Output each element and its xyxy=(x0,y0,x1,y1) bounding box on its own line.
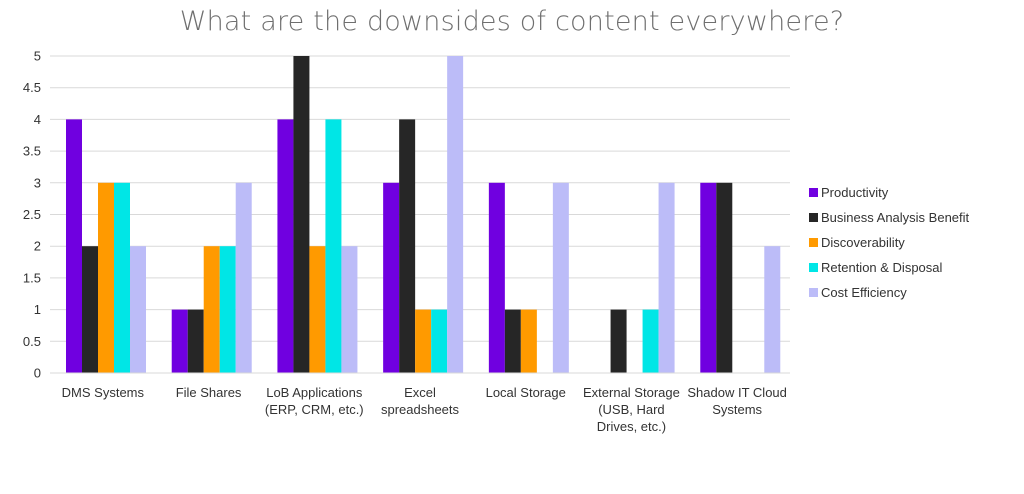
legend-swatch xyxy=(809,238,818,247)
y-tick-label: 2.5 xyxy=(23,207,41,222)
bar xyxy=(325,119,342,374)
legend-swatch xyxy=(809,188,818,197)
bar xyxy=(552,182,569,373)
bar xyxy=(219,246,236,373)
legend-item: Business Analysis Benefit xyxy=(809,210,970,225)
bar xyxy=(309,246,326,373)
bar xyxy=(658,182,675,373)
bars xyxy=(66,56,781,374)
bar xyxy=(341,246,358,373)
series-3 xyxy=(114,119,659,374)
chart-title: What are the downsides of content everyw… xyxy=(179,6,845,37)
y-tick-label: 1 xyxy=(34,302,41,317)
y-tick-label: 2 xyxy=(34,239,41,254)
bar xyxy=(383,182,400,373)
bar xyxy=(764,246,781,373)
legend-label: Discoverability xyxy=(821,235,905,250)
series-4 xyxy=(130,56,781,373)
legend-item: Productivity xyxy=(809,185,889,200)
series-2 xyxy=(98,182,537,373)
bar xyxy=(716,182,733,373)
series-1 xyxy=(82,56,733,374)
legend-swatch xyxy=(809,263,818,272)
bar xyxy=(447,56,464,373)
bar xyxy=(235,182,252,373)
bar xyxy=(130,246,146,373)
y-tick-label: 0.5 xyxy=(23,334,41,349)
bar xyxy=(66,119,82,374)
y-tick-label: 3 xyxy=(34,175,41,190)
bar xyxy=(98,182,114,373)
legend: Productivity Business Analysis Benefit Dis… xyxy=(809,185,970,300)
series-0 xyxy=(66,119,717,374)
bar xyxy=(399,119,416,374)
x-axis: DMS Systems File Shares LoB Applications (E… xyxy=(62,385,787,434)
x-tick-label: LoB Applications (ERP, CRM, etc.) xyxy=(265,385,364,417)
x-tick-label: DMS Systems xyxy=(62,385,145,400)
legend-label: Productivity xyxy=(821,185,889,200)
y-tick-label: 4 xyxy=(34,112,41,127)
x-tick-label: External Storage (USB, Hard Drives, etc.) xyxy=(583,385,680,434)
legend-swatch xyxy=(809,213,818,222)
bar xyxy=(187,309,204,373)
x-tick-label: Excel spreadsheets xyxy=(381,385,460,417)
bar xyxy=(504,309,521,373)
bar xyxy=(488,182,505,373)
bar xyxy=(431,309,448,373)
bar xyxy=(520,309,537,373)
bar xyxy=(293,56,310,373)
legend-item: Discoverability xyxy=(809,235,905,250)
bar xyxy=(82,246,98,373)
y-axis: 0 0.5 1 1.5 2 2.5 3 3.5 4 4.5 5 xyxy=(23,49,41,381)
bar xyxy=(277,119,294,374)
y-tick-label: 3.5 xyxy=(23,144,41,159)
bar xyxy=(610,309,627,373)
bar xyxy=(642,309,659,373)
y-tick-label: 1.5 xyxy=(23,270,41,285)
x-tick-label: File Shares xyxy=(176,385,242,400)
y-tick-label: 0 xyxy=(34,366,41,381)
legend-label: Retention & Disposal xyxy=(821,260,943,275)
bar xyxy=(114,182,130,373)
legend-label: Business Analysis Benefit xyxy=(821,210,970,225)
y-tick-label: 4.5 xyxy=(23,80,41,95)
legend-item: Cost Efficiency xyxy=(809,285,907,300)
legend-label: Cost Efficiency xyxy=(821,285,907,300)
x-tick-label: Shadow IT Cloud Systems xyxy=(687,385,787,417)
bar xyxy=(415,309,432,373)
legend-swatch xyxy=(809,288,818,297)
legend-item: Retention & Disposal xyxy=(809,260,943,275)
bar xyxy=(171,309,188,373)
y-tick-label: 5 xyxy=(34,49,41,64)
bar xyxy=(700,182,717,373)
bar xyxy=(203,246,220,373)
x-tick-label: Local Storage xyxy=(486,385,566,400)
